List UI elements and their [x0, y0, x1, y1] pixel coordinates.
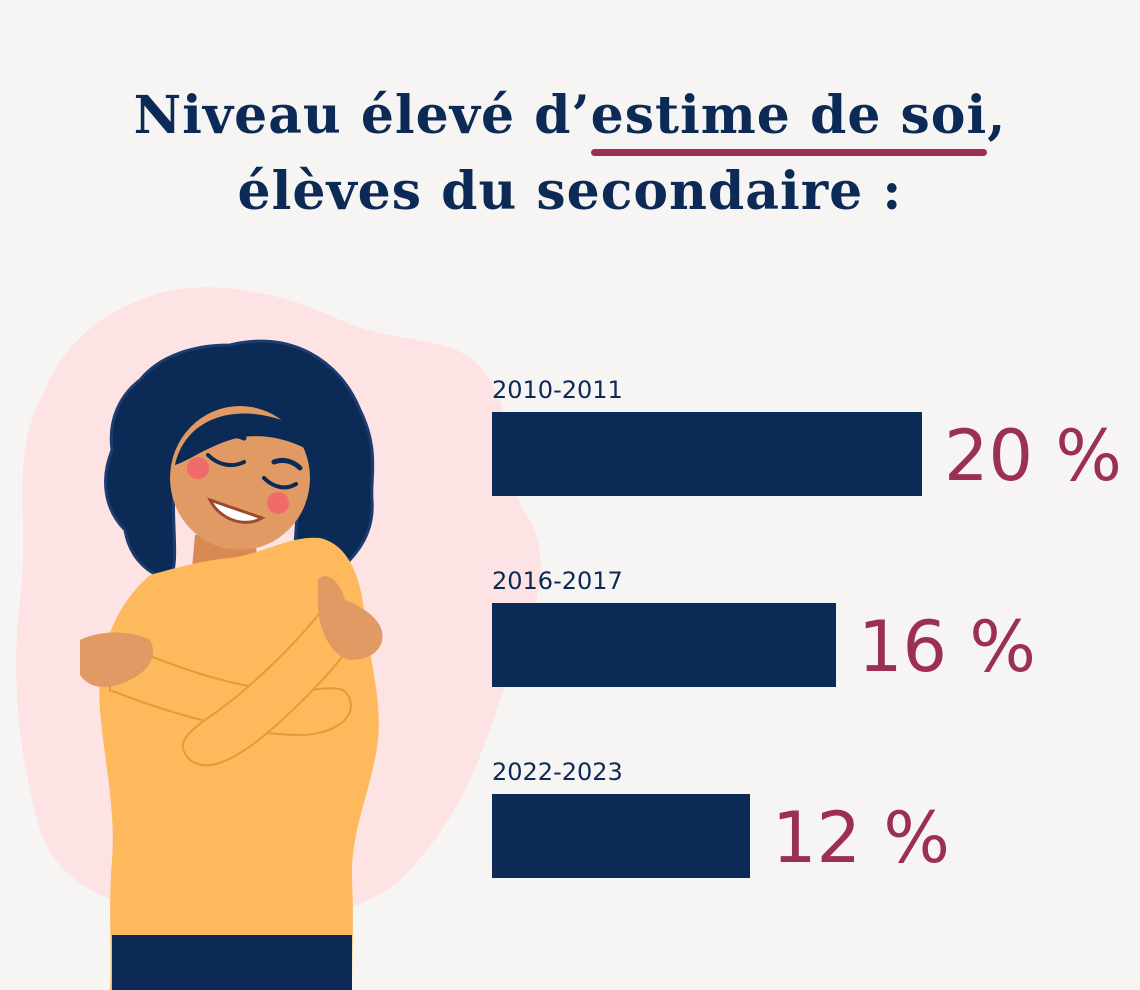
title-line-2: élèves du secondaire :: [237, 161, 903, 222]
left-eye-closed: [206, 453, 246, 468]
data-label: 20 %: [944, 415, 1122, 497]
right-cheek: [267, 492, 289, 514]
bar: [492, 794, 750, 878]
title-prefix: Niveau élevé d’: [133, 85, 591, 146]
bar: [492, 603, 836, 687]
title-underlined-phrase: estime de soi: [590, 78, 988, 156]
left-hand-shape: [80, 632, 154, 687]
left-forearm-shape: [181, 598, 362, 767]
right-hand-shape: [318, 576, 383, 660]
category-label: 2022-2023: [492, 758, 623, 786]
category-label: 2016-2017: [492, 567, 623, 595]
pants-shape: [112, 935, 352, 990]
data-label: 16 %: [858, 606, 1036, 688]
hair-bangs-shape: [175, 413, 322, 465]
category-label: 2010-2011: [492, 376, 623, 404]
left-cheek: [187, 457, 209, 479]
smile-shape: [207, 497, 266, 524]
right-eyebrow: [271, 457, 303, 471]
chart-title: Niveau élevé d’estime de soi, élèves du …: [0, 78, 1140, 230]
data-label: 12 %: [772, 797, 950, 879]
title-line-1: Niveau élevé d’estime de soi,: [0, 78, 1140, 156]
person-hugging-illustration: [16, 287, 541, 990]
title-suffix: ,: [987, 85, 1007, 146]
bar: [492, 412, 922, 496]
right-eye-closed: [262, 476, 298, 490]
left-eyebrow: [209, 432, 247, 443]
